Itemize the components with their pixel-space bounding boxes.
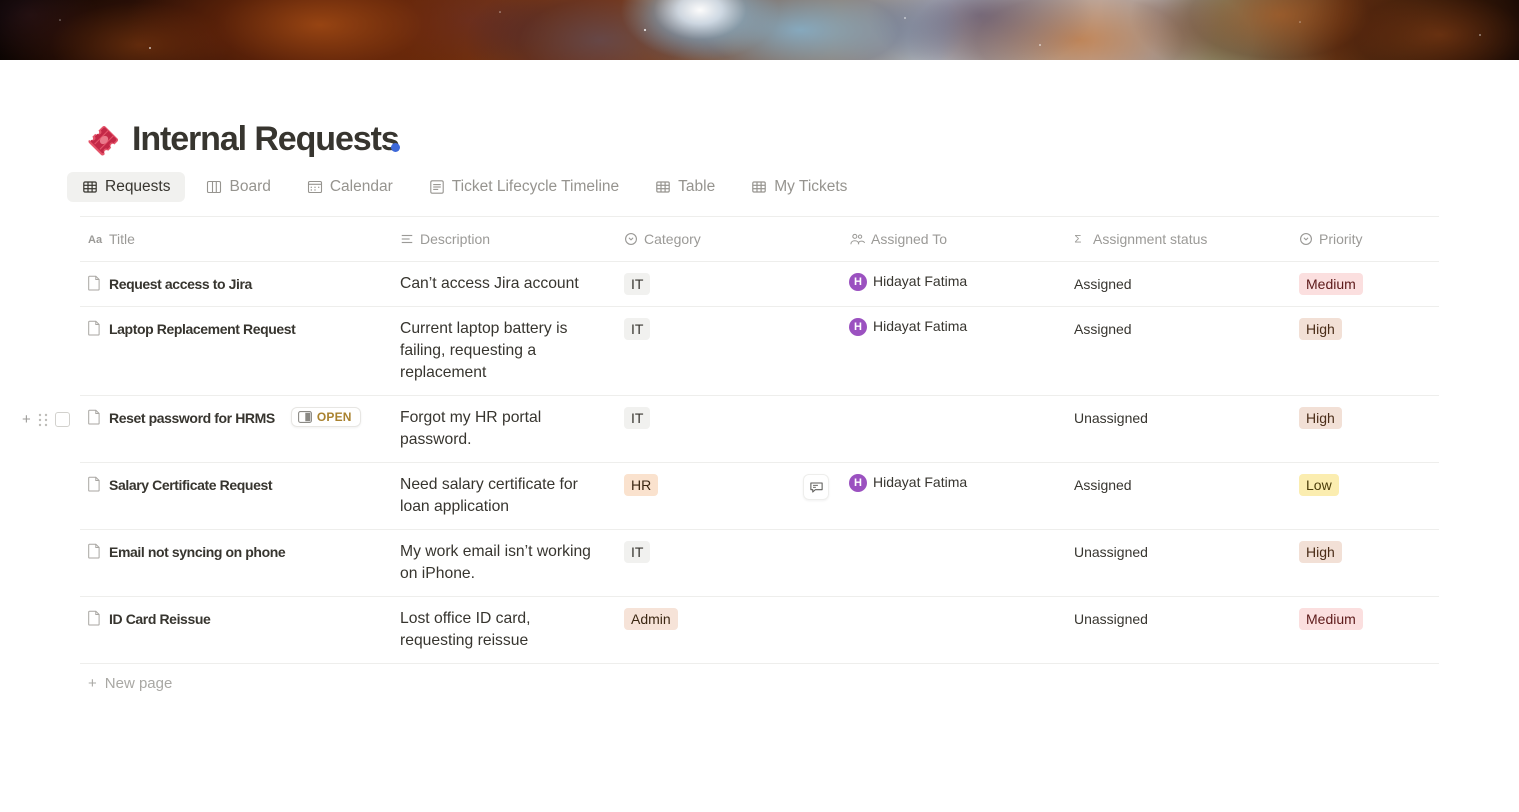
- svg-text:Aa: Aa: [88, 234, 103, 245]
- svg-text:Σ: Σ: [1074, 234, 1081, 246]
